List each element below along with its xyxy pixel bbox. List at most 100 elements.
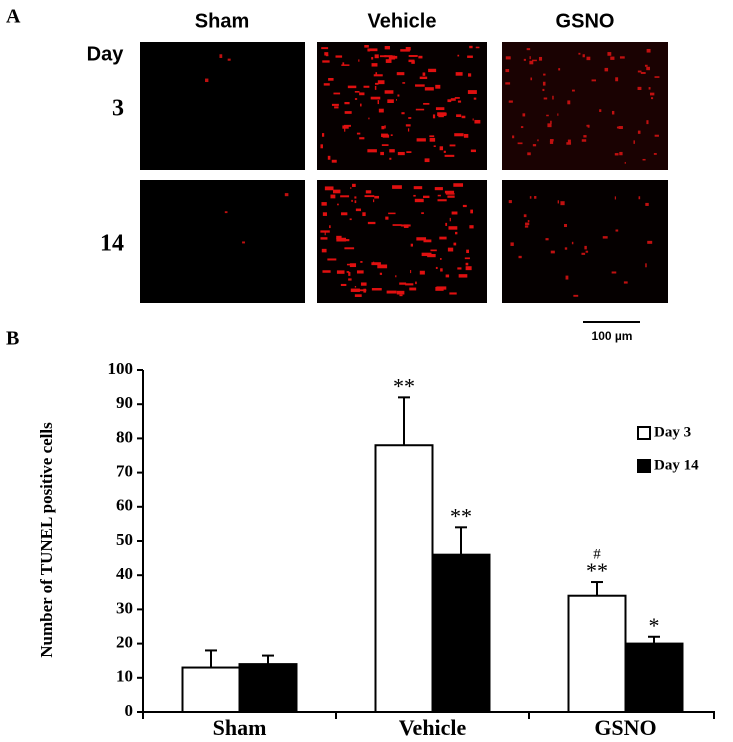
stained-cell <box>400 49 410 52</box>
stained-cell <box>564 223 567 228</box>
stained-cell <box>434 187 443 191</box>
stained-cell <box>415 281 417 285</box>
stained-cell <box>355 208 362 212</box>
x-tick-label: Sham <box>213 715 267 740</box>
stained-cell <box>341 212 348 216</box>
stained-cell <box>354 200 357 204</box>
stained-cell <box>388 212 396 215</box>
stained-cell <box>409 287 417 291</box>
stained-cell <box>321 248 327 253</box>
stained-cell <box>615 77 619 82</box>
stained-cell <box>379 272 383 275</box>
stained-cell <box>380 151 384 156</box>
stained-cell <box>619 151 623 156</box>
y-tick-label: 100 <box>108 359 134 378</box>
stained-cell <box>527 220 530 223</box>
stained-cell <box>322 212 327 216</box>
stained-cell <box>328 77 334 81</box>
stained-cell <box>331 159 337 163</box>
row-label: 3 <box>112 96 124 122</box>
stained-cell <box>385 59 392 63</box>
stained-cell <box>448 226 458 230</box>
stained-cell <box>422 72 426 76</box>
legend-label: Day 3 <box>654 424 691 440</box>
stained-cell <box>550 250 555 254</box>
stained-cell <box>449 144 456 147</box>
stained-cell <box>414 198 424 203</box>
stained-cell <box>344 128 346 132</box>
bar <box>567 594 627 713</box>
stained-cell <box>473 97 477 100</box>
stained-cell <box>343 239 350 242</box>
stained-cell <box>524 225 529 228</box>
stained-cell <box>320 230 330 233</box>
stained-cell <box>447 195 455 198</box>
stained-cell <box>571 241 574 245</box>
stained-cell <box>321 133 325 137</box>
stained-cell <box>538 56 543 61</box>
stained-cell <box>437 199 447 202</box>
stained-cell <box>389 157 392 160</box>
stained-cell <box>331 103 339 106</box>
legend-swatch <box>637 459 651 473</box>
stained-cell <box>346 263 355 266</box>
stained-cell <box>324 231 326 236</box>
stained-cell <box>375 72 378 75</box>
bar <box>624 642 684 713</box>
stained-cell <box>449 292 457 295</box>
micrograph <box>140 42 305 170</box>
stained-cell <box>371 63 378 67</box>
stained-cell <box>388 55 396 60</box>
stained-cell <box>602 236 608 239</box>
stained-cell <box>390 134 393 137</box>
stained-cell <box>638 196 641 200</box>
x-tick-label: Vehicle <box>399 715 467 740</box>
stained-cell <box>619 56 625 59</box>
stained-cell <box>525 222 530 226</box>
stained-cell <box>651 97 654 100</box>
stained-cell <box>624 161 626 164</box>
stained-cell <box>437 194 441 197</box>
stained-cell <box>367 221 376 225</box>
stained-cell <box>399 294 403 297</box>
stained-cell <box>530 77 533 81</box>
stained-cell <box>438 113 444 118</box>
stained-cell <box>352 183 356 187</box>
stained-cell <box>415 108 425 111</box>
stained-cell <box>401 112 405 115</box>
stained-cell <box>435 266 438 269</box>
stained-cell <box>523 58 526 61</box>
stained-cell <box>646 66 650 71</box>
stained-cell <box>645 202 649 206</box>
stained-cell <box>542 81 546 86</box>
stained-cell <box>557 113 559 116</box>
stained-cell <box>320 144 323 149</box>
stained-cell <box>384 45 390 50</box>
stained-cell <box>439 258 442 260</box>
stained-cell <box>396 290 405 295</box>
stained-cell <box>637 130 641 134</box>
panel-label: B <box>6 328 19 350</box>
stained-cell <box>427 254 436 258</box>
stained-cell <box>381 125 385 130</box>
stained-cell <box>346 271 350 273</box>
stained-cell <box>374 85 377 90</box>
significance-label: ** <box>586 558 608 583</box>
stained-cell <box>340 195 350 198</box>
stained-cell <box>646 48 651 53</box>
stained-cell <box>368 117 370 120</box>
stained-cell <box>439 236 447 240</box>
stained-cell <box>413 194 416 197</box>
stained-cell <box>335 55 343 58</box>
stained-cell <box>462 204 467 208</box>
stained-cell <box>402 82 406 84</box>
stained-cell <box>396 72 405 76</box>
stained-cell <box>465 262 469 266</box>
y-tick-label: 10 <box>116 667 133 686</box>
stained-cell <box>363 288 367 293</box>
stained-cell <box>542 88 545 92</box>
stained-cell <box>342 125 349 129</box>
stained-cell <box>384 55 393 58</box>
stained-cell <box>444 154 455 157</box>
stained-cell <box>508 100 513 103</box>
